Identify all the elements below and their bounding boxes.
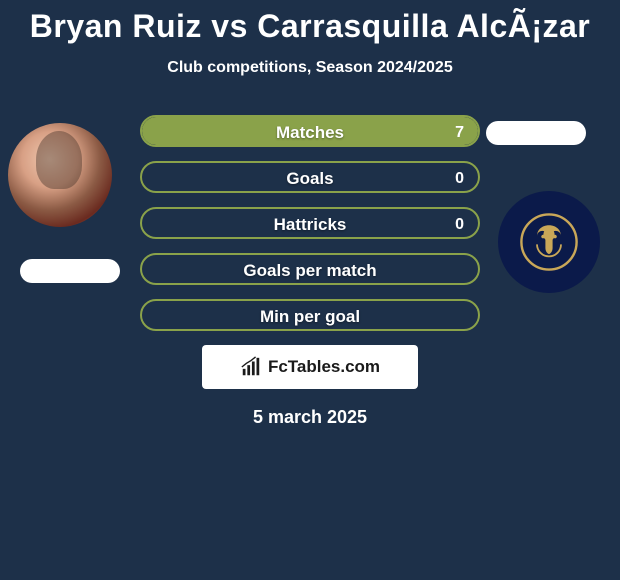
stat-bar-label: Min per goal [142, 301, 478, 331]
player-right-flag [486, 121, 586, 145]
pumas-logo-icon [519, 212, 579, 272]
stat-bar-label: Goals [142, 163, 478, 193]
stat-bar-row: Matches7 [140, 115, 480, 147]
player-right-badge [498, 191, 600, 293]
stat-bar-fill [142, 117, 478, 145]
branding-badge: FcTables.com [202, 345, 418, 389]
stat-bar-track: Min per goal [140, 299, 480, 331]
player-left-avatar [8, 123, 112, 227]
player-left-flag [20, 259, 120, 283]
stat-bar-value: 0 [455, 163, 464, 193]
stat-bar-row: Hattricks0 [140, 207, 480, 239]
page-title: Bryan Ruiz vs Carrasquilla AlcÃ¡zar [0, 0, 620, 45]
date-text: 5 march 2025 [0, 407, 620, 428]
stat-bar-value: 0 [455, 209, 464, 239]
stat-bar-row: Goals per match [140, 253, 480, 285]
comparison-panel: Matches7Goals0Hattricks0Goals per matchM… [0, 115, 620, 428]
stat-bar-track: Goals0 [140, 161, 480, 193]
branding-text: FcTables.com [268, 357, 380, 377]
stat-bar-track: Goals per match [140, 253, 480, 285]
stat-bars: Matches7Goals0Hattricks0Goals per matchM… [140, 115, 480, 331]
subtitle: Club competitions, Season 2024/2025 [0, 59, 620, 77]
stat-bar-row: Goals0 [140, 161, 480, 193]
stat-bar-label: Hattricks [142, 209, 478, 239]
stat-bar-row: Min per goal [140, 299, 480, 331]
chart-icon [240, 356, 262, 378]
stat-bar-track: Hattricks0 [140, 207, 480, 239]
stat-bar-track: Matches7 [140, 115, 480, 147]
stat-bar-label: Goals per match [142, 255, 478, 285]
